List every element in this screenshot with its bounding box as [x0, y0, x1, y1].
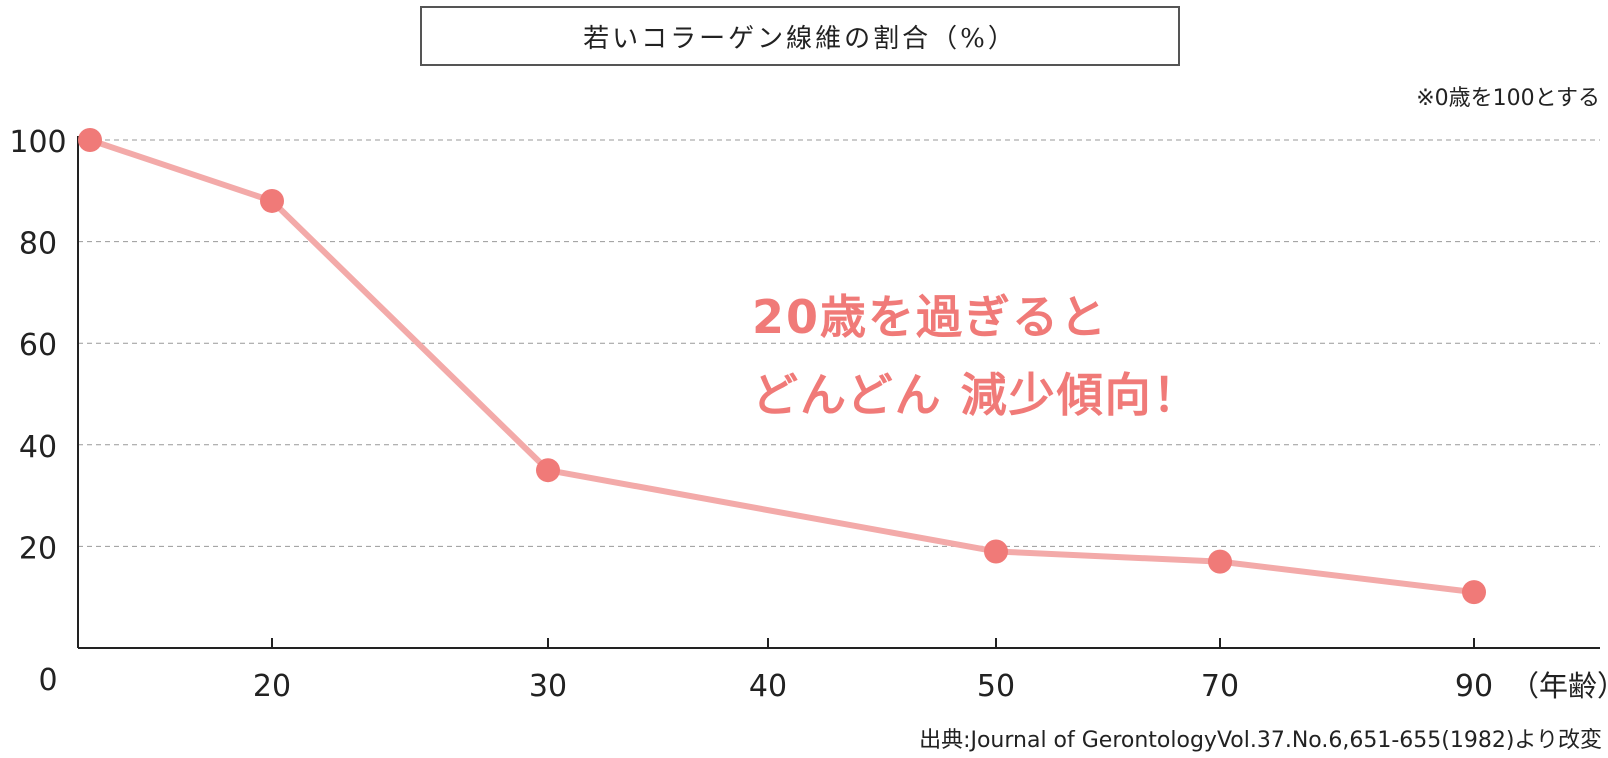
data-point: [260, 188, 284, 213]
x-tick-label: 30: [529, 669, 567, 704]
y-tick-label: 100: [9, 125, 66, 160]
y-tick-label: 20: [19, 531, 57, 566]
x-tick-label: 40: [749, 669, 787, 704]
series-line: [89, 137, 1475, 596]
data-point: [984, 539, 1008, 564]
x-tick-label: 0: [38, 663, 57, 698]
x-tick-label: 20: [253, 669, 291, 704]
callout-line-1: 20歳を過ぎると: [752, 290, 1109, 344]
y-tick-label: 40: [19, 430, 57, 465]
source-citation: 出典:Journal of GerontologyVol.37.No.6,651…: [919, 728, 1602, 753]
chart-title-box: 若いコラーゲン線維の割合（%）: [420, 6, 1180, 66]
data-point: [1208, 549, 1232, 574]
x-tick-label: 70: [1201, 669, 1239, 704]
data-point: [536, 458, 560, 483]
chart-title: 若いコラーゲン線維の割合（%）: [583, 23, 1017, 54]
callout-line-2: どんどん 減少傾向！: [752, 368, 1201, 422]
y-tick-label: 60: [19, 328, 57, 363]
data-point: [78, 128, 102, 152]
trend-callout: 20歳を過ぎると どんどん 減少傾向！: [752, 278, 1201, 434]
data-point: [1462, 580, 1486, 605]
x-tick-label: 50: [977, 669, 1015, 704]
x-tick-label: 90: [1455, 669, 1493, 704]
x-axis-label: （年齢）: [1510, 669, 1608, 703]
baseline-note: ※0歳を100とする: [1416, 86, 1600, 111]
y-tick-label: 80: [19, 227, 57, 262]
